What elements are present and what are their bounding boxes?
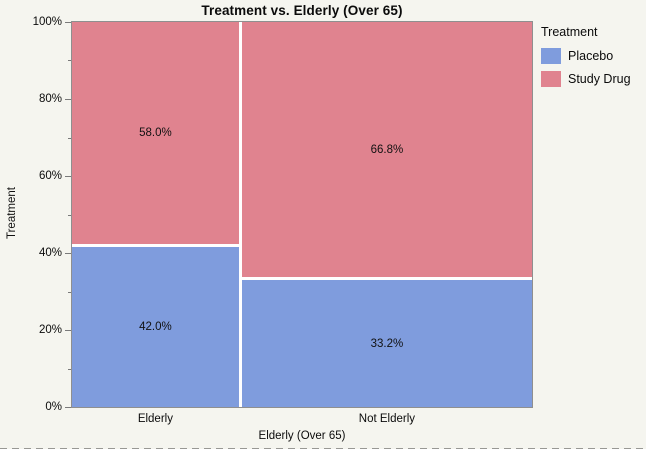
mosaic-segment-placebo-elderly[interactable]: 42.0% <box>72 246 239 407</box>
y-major-tick-mark <box>65 253 71 254</box>
mosaic-column-not-elderly: 66.8% 33.2% <box>241 22 532 407</box>
segment-percent-label: 58.0% <box>139 126 172 139</box>
plot-area[interactable]: 58.0% 42.0% 66.8% 33.2% <box>71 21 533 408</box>
legend: Treatment Placebo Study Drug <box>541 24 641 94</box>
legend-item-study-drug[interactable]: Study Drug <box>541 71 641 87</box>
y-tick-label: 60% <box>38 170 62 182</box>
chart-title: Treatment vs. Elderly (Over 65) <box>201 3 403 18</box>
y-major-tick-mark <box>65 22 71 23</box>
y-tick-label: 0% <box>45 401 62 413</box>
y-tick-label: 100% <box>32 16 62 28</box>
segment-percent-label: 66.8% <box>370 143 404 156</box>
x-axis-title: Elderly (Over 65) <box>258 430 346 442</box>
mosaic-segment-study-drug-elderly[interactable]: 58.0% <box>72 22 239 244</box>
y-minor-tick-mark <box>68 215 71 216</box>
study-drug-color-swatch <box>541 71 561 87</box>
x-category-label: Elderly <box>137 413 173 425</box>
y-major-tick-mark <box>65 99 71 100</box>
y-major-tick-mark <box>65 330 71 331</box>
y-minor-tick-mark <box>68 60 71 61</box>
mosaic-segment-study-drug-not-elderly[interactable]: 66.8% <box>241 22 532 278</box>
segment-percent-label: 42.0% <box>139 320 172 333</box>
y-tick-label: 40% <box>38 247 62 259</box>
legend-label-placebo: Placebo <box>568 49 614 63</box>
segment-percent-label: 33.2% <box>370 337 404 350</box>
y-major-tick-mark <box>65 176 71 177</box>
y-tick-label: 80% <box>38 93 62 105</box>
legend-item-placebo[interactable]: Placebo <box>541 48 641 64</box>
y-major-tick-mark <box>65 407 71 408</box>
y-minor-tick-mark <box>68 369 71 370</box>
y-tick-label: 20% <box>38 324 62 336</box>
y-minor-tick-mark <box>68 138 71 139</box>
mosaic-segment-placebo-not-elderly[interactable]: 33.2% <box>241 280 532 407</box>
x-category-label: Not Elderly <box>358 413 416 425</box>
legend-title: Treatment <box>541 25 598 39</box>
legend-label-study-drug: Study Drug <box>568 72 631 86</box>
mosaic-column-elderly: 58.0% 42.0% <box>72 22 239 407</box>
y-minor-tick-mark <box>68 292 71 293</box>
placebo-color-swatch <box>541 48 561 64</box>
